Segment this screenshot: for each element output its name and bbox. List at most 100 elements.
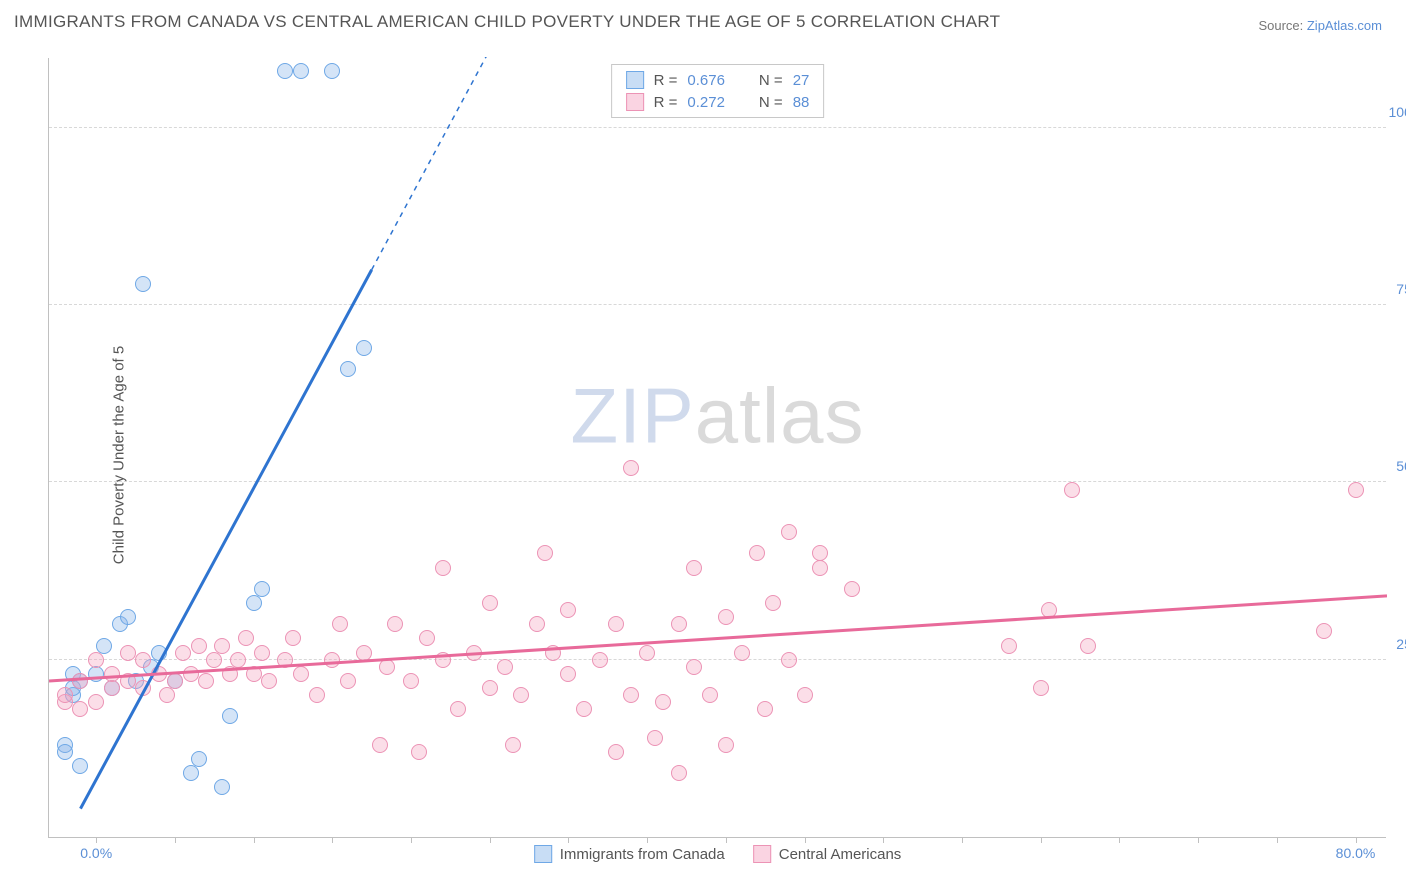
stats-n-label: N = xyxy=(759,72,783,89)
x-tick xyxy=(490,837,491,843)
data-point-central xyxy=(1316,623,1332,639)
data-point-central xyxy=(749,545,765,561)
data-point-central xyxy=(1001,638,1017,654)
data-point-central xyxy=(560,602,576,618)
x-tick xyxy=(1119,837,1120,843)
data-point-canada xyxy=(293,63,309,79)
stats-swatch xyxy=(626,93,644,111)
data-point-canada xyxy=(340,361,356,377)
data-point-central xyxy=(734,645,750,661)
x-tick xyxy=(726,837,727,843)
watermark-z: Z xyxy=(570,372,619,460)
data-point-central xyxy=(639,645,655,661)
data-point-central xyxy=(293,666,309,682)
data-point-central xyxy=(332,616,348,632)
data-point-central xyxy=(623,460,639,476)
gridline-h xyxy=(49,481,1386,482)
data-point-canada xyxy=(191,751,207,767)
stats-legend-box: R =0.676N =27R =0.272N =88 xyxy=(611,64,825,118)
stats-r-label: R = xyxy=(654,72,678,89)
trend-line-canada xyxy=(80,270,371,809)
legend-item: Central Americans xyxy=(753,845,902,863)
data-point-central xyxy=(88,694,104,710)
data-point-central xyxy=(844,581,860,597)
data-point-central xyxy=(88,652,104,668)
data-point-central xyxy=(1041,602,1057,618)
legend-label: Immigrants from Canada xyxy=(560,846,725,863)
data-point-central xyxy=(387,616,403,632)
stats-r-label: R = xyxy=(654,94,678,111)
x-tick-label: 0.0% xyxy=(80,845,112,861)
data-point-central xyxy=(781,652,797,668)
data-point-central xyxy=(482,680,498,696)
data-point-central xyxy=(419,630,435,646)
legend-swatch xyxy=(534,845,552,863)
data-point-central xyxy=(466,645,482,661)
data-point-central xyxy=(379,659,395,675)
y-tick-label: 50.0% xyxy=(1396,458,1406,474)
stats-swatch xyxy=(626,71,644,89)
data-point-canada xyxy=(151,645,167,661)
data-point-central xyxy=(372,737,388,753)
stats-row: R =0.676N =27 xyxy=(626,69,810,91)
data-point-central xyxy=(120,645,136,661)
legend-item: Immigrants from Canada xyxy=(534,845,725,863)
source-attribution: Source: ZipAtlas.com xyxy=(1258,18,1382,33)
data-point-central xyxy=(1348,482,1364,498)
data-point-central xyxy=(309,687,325,703)
data-point-central xyxy=(757,701,773,717)
stats-r-value: 0.272 xyxy=(687,94,725,111)
data-point-central xyxy=(718,737,734,753)
data-point-central xyxy=(340,673,356,689)
data-point-central xyxy=(135,680,151,696)
data-point-central xyxy=(285,630,301,646)
data-point-central xyxy=(151,666,167,682)
data-point-central xyxy=(356,645,372,661)
source-link[interactable]: ZipAtlas.com xyxy=(1307,18,1382,33)
data-point-central xyxy=(191,638,207,654)
data-point-central xyxy=(812,560,828,576)
data-point-central xyxy=(702,687,718,703)
data-point-central xyxy=(435,560,451,576)
x-tick xyxy=(883,837,884,843)
data-point-central xyxy=(497,659,513,675)
legend-swatch xyxy=(753,845,771,863)
data-point-canada xyxy=(356,340,372,356)
data-point-canada xyxy=(324,63,340,79)
x-tick xyxy=(175,837,176,843)
data-point-central xyxy=(608,616,624,632)
chart-title: IMMIGRANTS FROM CANADA VS CENTRAL AMERIC… xyxy=(14,12,1000,32)
data-point-central xyxy=(198,673,214,689)
legend-bottom: Immigrants from Canada Central Americans xyxy=(534,845,902,863)
data-point-canada xyxy=(135,276,151,292)
gridline-h xyxy=(49,304,1386,305)
source-prefix: Source: xyxy=(1258,18,1306,33)
data-point-canada xyxy=(88,666,104,682)
gridline-h xyxy=(49,127,1386,128)
watermark: ZIPatlas xyxy=(570,371,864,462)
y-tick-label: 25.0% xyxy=(1396,636,1406,652)
data-point-central xyxy=(623,687,639,703)
data-point-central xyxy=(277,652,293,668)
x-tick xyxy=(254,837,255,843)
data-point-central xyxy=(671,616,687,632)
data-point-central xyxy=(686,560,702,576)
x-tick xyxy=(805,837,806,843)
data-point-central xyxy=(104,680,120,696)
data-point-central xyxy=(592,652,608,668)
x-tick xyxy=(962,837,963,843)
data-point-central xyxy=(206,652,222,668)
x-tick xyxy=(647,837,648,843)
x-tick xyxy=(1356,837,1357,843)
data-point-central xyxy=(718,609,734,625)
watermark-rest: atlas xyxy=(695,372,865,460)
data-point-central xyxy=(261,673,277,689)
y-tick-label: 75.0% xyxy=(1396,281,1406,297)
data-point-central xyxy=(222,666,238,682)
trend-lines xyxy=(49,57,1387,837)
data-point-central xyxy=(608,744,624,760)
data-point-central xyxy=(671,765,687,781)
data-point-canada xyxy=(222,708,238,724)
stats-row: R =0.272N =88 xyxy=(626,91,810,113)
data-point-central xyxy=(576,701,592,717)
